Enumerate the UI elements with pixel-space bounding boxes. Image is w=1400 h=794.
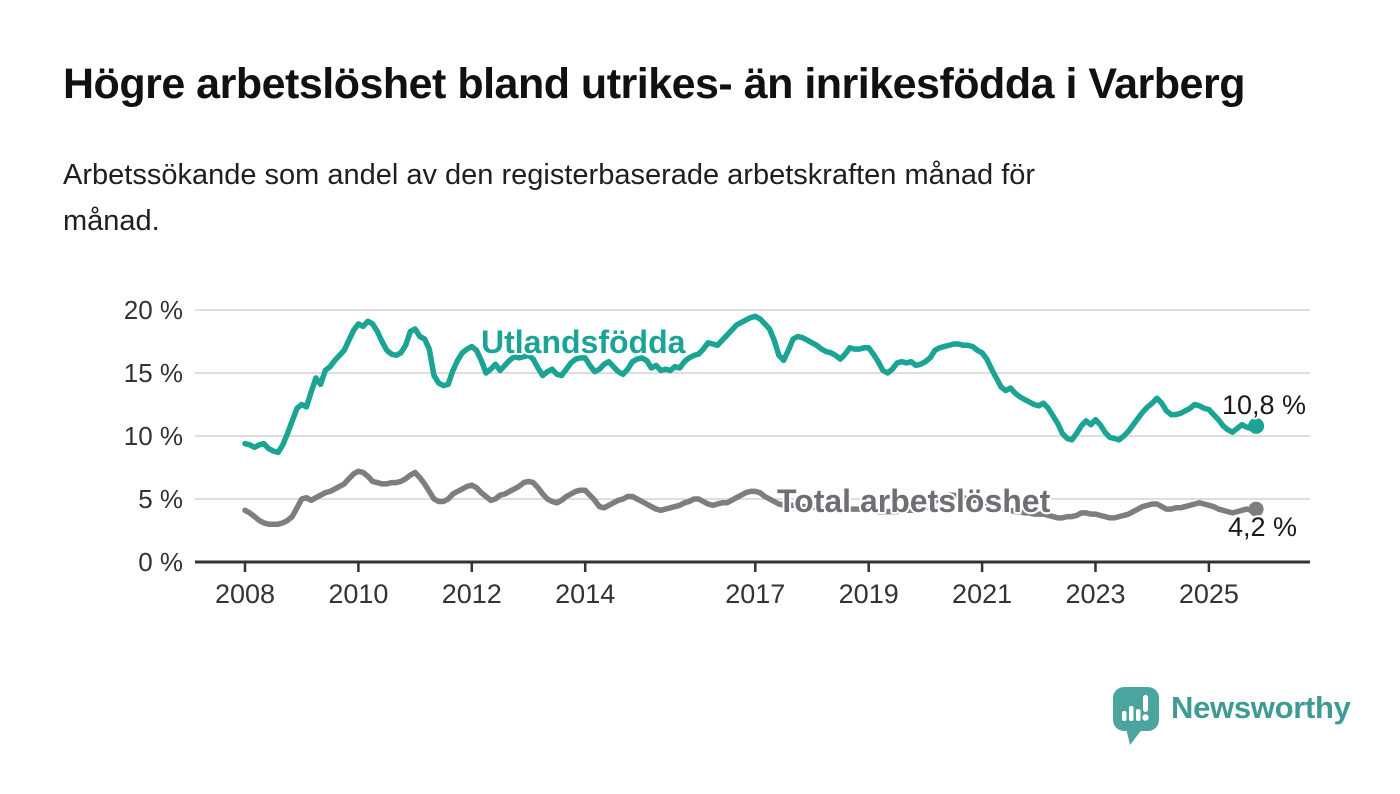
x-tick-label: 2008 xyxy=(215,579,275,609)
chart-subtitle: Arbetssökande som andel av den registerb… xyxy=(63,152,1333,244)
end-dot-utlandsfodda xyxy=(1248,417,1265,434)
chart-title: Högre arbetslöshet bland utrikes- än inr… xyxy=(63,60,1245,108)
x-tick-label: 2021 xyxy=(952,579,1012,609)
y-tick-label: 0 % xyxy=(138,547,183,577)
series-line-utlandsfodda xyxy=(242,313,1259,456)
x-tick-label: 2023 xyxy=(1065,579,1125,609)
x-tick-label: 2010 xyxy=(328,579,388,609)
series-line-total-arbetsloshet xyxy=(242,468,1259,527)
x-tick-label: 2012 xyxy=(442,579,502,609)
y-tick-label: 5 % xyxy=(138,484,183,514)
x-tick-label: 2019 xyxy=(839,579,899,609)
grid-layer: 0 % 5 % 10 % 15 % 20 % 2008 2010 2012 2014 2017 20… xyxy=(124,295,1310,609)
series-layer xyxy=(242,313,1265,527)
y-tick-label: 15 % xyxy=(124,358,183,388)
newsworthy-logo-icon xyxy=(1113,687,1159,745)
newsworthy-logo: Newsworthy xyxy=(1112,686,1351,748)
newsworthy-logo-text: Newsworthy xyxy=(1171,690,1351,725)
end-value-label-total-arbetsloshet: 4,2 % xyxy=(1228,512,1297,542)
chart-subtitle-line1: Arbetssökande som andel av den registerb… xyxy=(63,159,1036,191)
series-label-utlandsfodda: Utlandsfödda xyxy=(481,324,686,360)
x-tick-label: 2017 xyxy=(725,579,785,609)
series-label-total-arbetsloshet: Total arbetslöshet xyxy=(777,483,1051,519)
x-tick-label: 2025 xyxy=(1179,579,1239,609)
end-value-label-utlandsfodda: 10,8 % xyxy=(1222,390,1306,420)
y-tick-label: 10 % xyxy=(124,421,183,451)
x-tick-label: 2014 xyxy=(555,579,615,609)
y-tick-label: 20 % xyxy=(124,295,183,325)
end-dot-total-arbetsloshet xyxy=(1248,501,1264,517)
chart-subtitle-line2: månad. xyxy=(63,205,160,237)
